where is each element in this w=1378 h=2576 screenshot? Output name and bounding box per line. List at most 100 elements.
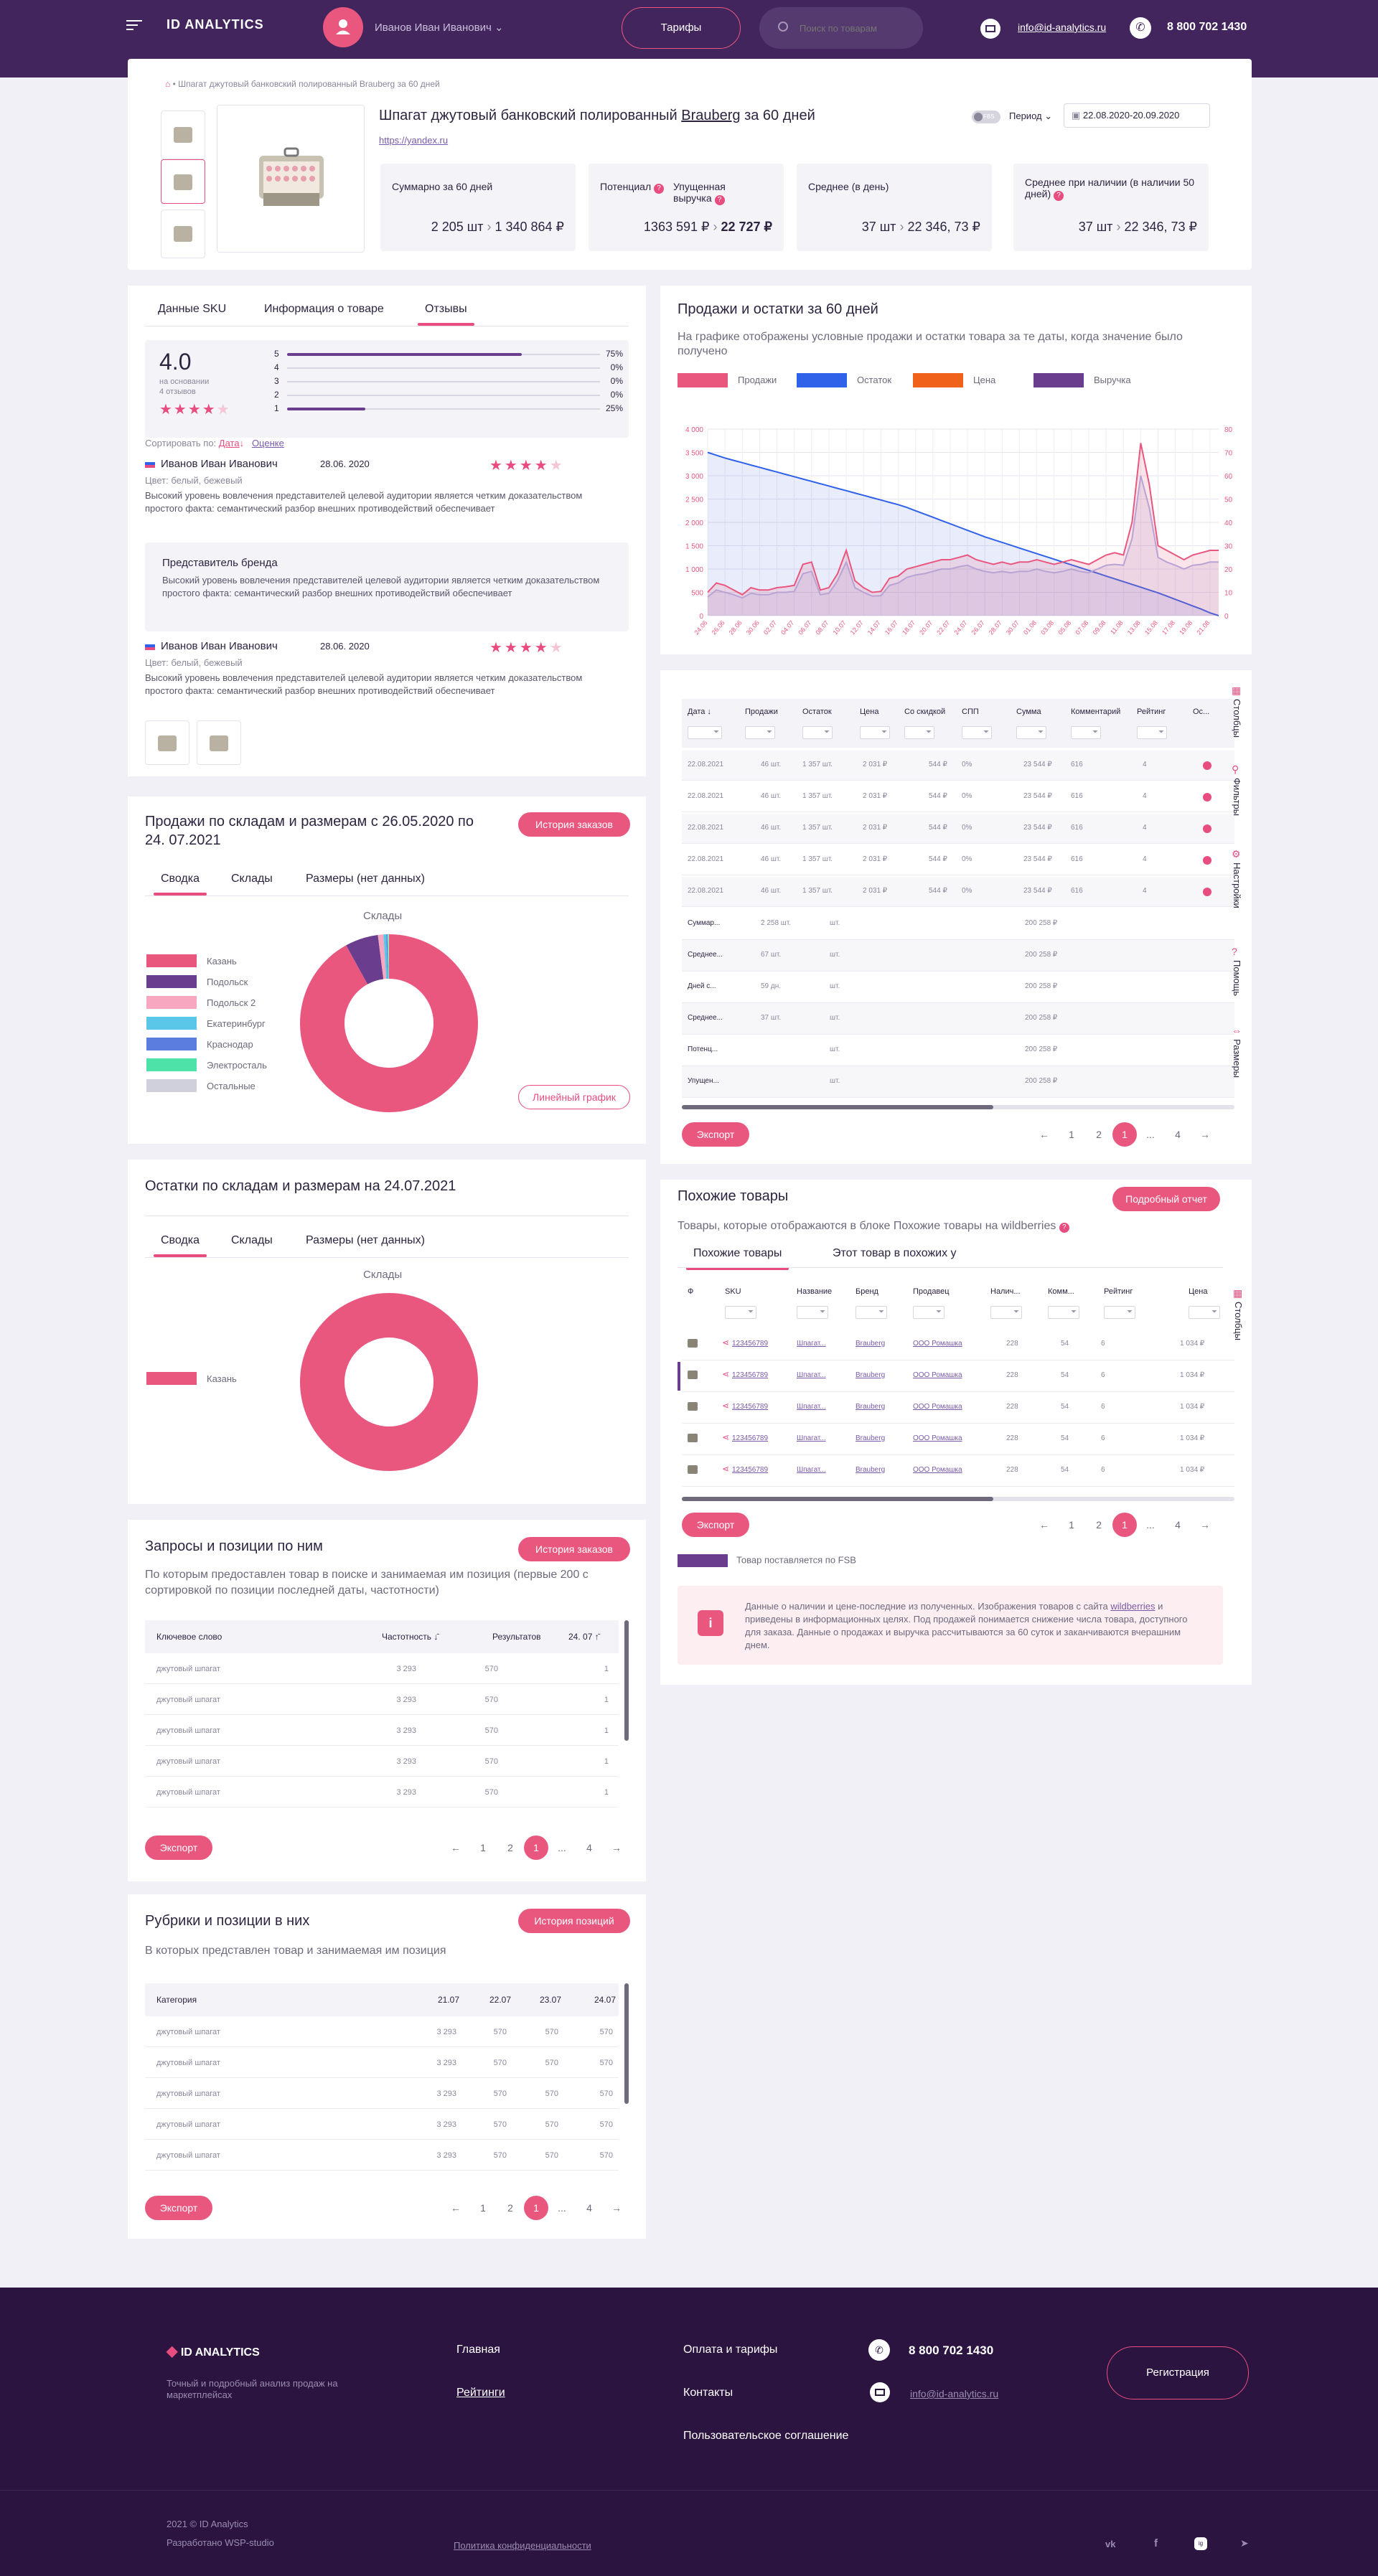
product-thumb-icon[interactable] [688,1339,698,1348]
page-prev[interactable]: ← [451,1842,461,1853]
column-header[interactable]: SKU [725,1287,741,1296]
pie-slice[interactable] [346,934,384,984]
sort-rating-link[interactable]: Оценке [251,438,284,448]
column-header[interactable]: Ф [688,1287,694,1296]
page-prev[interactable]: ← [1039,1519,1049,1531]
filter-icon[interactable]: ⏷ [1013,1308,1019,1316]
filter-input[interactable]: ⏷ [860,726,890,739]
page-link[interactable]: 2 [507,2202,513,2214]
position-history-button[interactable]: История позиций [518,1909,630,1933]
search-input[interactable] [800,20,907,36]
column-header[interactable]: Цена [1189,1287,1208,1296]
page-prev[interactable]: ← [451,2202,461,2214]
column-header[interactable]: Рейтинг [1137,708,1166,716]
side-tab[interactable]: Размеры [1232,1039,1242,1078]
review-photo[interactable] [145,720,189,765]
filter-icon[interactable]: ⏷ [820,1308,825,1316]
filter-input[interactable]: ⏷ [802,726,833,739]
filter-icon[interactable]: ⚲ [1232,763,1239,775]
series-line[interactable] [707,475,1219,599]
tab-sku-data[interactable]: Данные SKU [158,303,227,315]
thumb-1[interactable] [161,111,205,159]
scrollbar[interactable] [624,1983,629,2104]
footer-nav-ratings[interactable]: Рейтинги [456,2387,505,2399]
page-next[interactable]: → [611,1842,622,1853]
table-cell[interactable]: ООО Ромашка [913,1340,962,1348]
column-header[interactable]: Со скидкой [904,708,946,716]
share-icon[interactable]: ⋖ [722,1401,730,1411]
page-link[interactable]: ... [558,1842,566,1853]
column-header[interactable]: Остаток [802,708,832,716]
filter-input[interactable]: ⏷ [1189,1306,1220,1319]
product-thumb-icon[interactable] [688,1465,698,1474]
page-link[interactable]: 2 [1096,1519,1102,1531]
footer-nav-pay[interactable]: Оплата и тарифы [683,2344,778,2356]
share-icon[interactable]: ⋖ [722,1369,730,1379]
sort-date-link[interactable]: Дата [218,438,240,448]
page-link[interactable]: 4 [586,2202,592,2214]
page-link[interactable]: 2 [507,1842,513,1853]
ruler-icon[interactable]: ⇔ [1232,1025,1242,1036]
filter-icon[interactable]: ⏷ [1038,728,1044,736]
pagination[interactable]: ← 1 2 1... 4 → [1031,1513,1219,1537]
page-link[interactable]: ... [1146,1129,1155,1140]
instagram-icon[interactable]: ig [1194,2537,1207,2550]
pie-slice[interactable] [387,934,389,979]
table-cell[interactable]: 123456789 [732,1434,769,1442]
table-cell[interactable]: ООО Ромашка [913,1434,962,1442]
product-link[interactable]: https://yandex.ru [379,135,449,146]
page-link[interactable]: 1 [1069,1519,1074,1531]
column-header[interactable]: Комментарий [1071,708,1121,716]
table-row[interactable] [682,1455,1234,1487]
table-cell[interactable]: ООО Ромашка [913,1466,962,1474]
share-icon[interactable]: ⋖ [722,1464,730,1474]
help-icon[interactable]: ? [714,195,725,205]
filter-icon[interactable]: ⏷ [824,728,830,736]
page-link[interactable]: 4 [586,1842,592,1853]
tab-similar[interactable]: Похожие товары [685,1247,789,1270]
scrollbar-track[interactable] [682,1497,1234,1501]
table-cell[interactable]: Brauberg [856,1371,886,1379]
filter-icon[interactable]: ⏷ [1092,728,1098,736]
filter-input[interactable]: ⏷ [856,1306,887,1319]
share-icon[interactable]: ⋖ [722,1432,730,1442]
pagination[interactable]: ← 1 2 1... 4 → [442,1835,630,1860]
column-header[interactable]: Название [797,1287,833,1296]
filter-input[interactable]: ⏷ [1048,1306,1079,1319]
table-cell[interactable]: Brauberg [856,1434,886,1442]
tab-sizes[interactable]: Размеры (нет данных) [306,1234,425,1246]
privacy-link[interactable]: Политика конфиденциальности [454,2540,591,2551]
date-range-field[interactable]: ▣ 22.08.2020-20.09.2020 [1064,103,1210,128]
filter-icon[interactable]: ⏷ [1127,1308,1133,1316]
page-link[interactable]: 1 [480,1842,486,1853]
help-icon[interactable]: ? [1054,191,1064,201]
filter-icon[interactable]: ⏷ [926,728,932,736]
table-row[interactable] [682,751,1234,781]
table-row[interactable] [682,1424,1234,1455]
table-row[interactable] [682,1392,1234,1424]
column-header[interactable]: Сумма [1016,708,1041,716]
review-photo[interactable] [197,720,241,765]
table-cell[interactable]: Brauberg [856,1466,886,1474]
table-row[interactable] [682,1329,1234,1360]
pie-slice[interactable] [300,934,478,1112]
table-cell[interactable]: Brauberg [856,1340,886,1348]
thumb-2[interactable] [161,159,205,204]
filter-input[interactable]: ⏷ [688,726,722,739]
filter-icon[interactable]: ⏷ [767,728,772,736]
table-row[interactable] [682,1360,1234,1392]
avatar[interactable] [323,7,363,47]
line-chart-button[interactable]: Линейный график [518,1085,630,1109]
column-header[interactable]: СПП [962,708,979,716]
footer-phone[interactable]: 8 800 702 1430 [909,2344,994,2357]
filter-input[interactable]: ⏷ [1104,1306,1135,1319]
table-row[interactable] [682,782,1234,812]
side-tab[interactable]: Помощь [1232,960,1242,997]
page-next[interactable]: → [1200,1129,1210,1140]
pie-slice[interactable] [383,934,388,979]
pagination[interactable]: ← 1 2 1... 4 → [1031,1122,1219,1147]
filter-icon[interactable]: ⏷ [983,728,989,736]
series-line[interactable] [707,443,1219,596]
table-row[interactable] [682,877,1234,907]
menu-icon[interactable] [126,20,142,30]
